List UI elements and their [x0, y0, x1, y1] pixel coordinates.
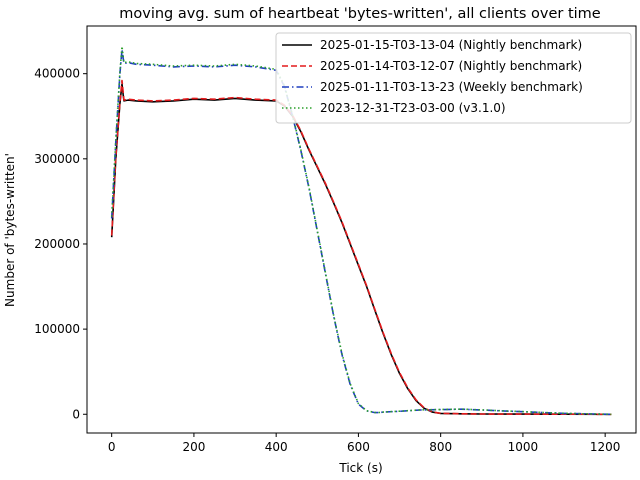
plot-lines	[110, 45, 612, 416]
legend-box	[275, 32, 632, 124]
x-tick-label: 1000	[508, 440, 539, 454]
x-axis-title: Tick (s)	[338, 461, 382, 475]
series-line-4	[110, 45, 612, 416]
x-tick-label: 600	[347, 440, 370, 454]
legend-label-1: 2025-01-15-T03-13-04 (Nightly benchmark)	[320, 38, 582, 52]
x-tick-label: 400	[265, 440, 288, 454]
x-tick-label: 200	[182, 440, 205, 454]
y-tick-label: 200000	[34, 237, 80, 251]
x-axis: 0 200 400 600 800 1000 1200	[108, 433, 621, 454]
y-tick-label: 100000	[34, 322, 80, 336]
y-axis-title: Number of 'bytes-written'	[3, 153, 17, 307]
legend-label-4: 2023-12-31-T23-03-00 (v3.1.0)	[320, 101, 506, 115]
x-tick-label: 1200	[590, 440, 621, 454]
y-axis: 0 100000 200000 300000 400000	[34, 67, 87, 421]
y-tick-label: 300000	[34, 152, 80, 166]
legend: 2025-01-15-T03-13-04 (Nightly benchmark)…	[275, 32, 632, 124]
series-line-2	[110, 79, 612, 416]
x-tick-label: 800	[429, 440, 452, 454]
legend-label-2: 2025-01-14-T03-12-07 (Nightly benchmark)	[320, 59, 582, 73]
series-line-1	[110, 83, 612, 416]
plot-frame	[86, 25, 637, 434]
legend-label-3: 2025-01-11-T03-13-23 (Weekly benchmark)	[320, 80, 583, 94]
y-tick-label: 400000	[34, 67, 80, 81]
x-tick-label: 0	[108, 440, 116, 454]
y-tick-label: 0	[72, 407, 80, 421]
chart-title: moving avg. sum of heartbeat 'bytes-writ…	[119, 6, 601, 22]
